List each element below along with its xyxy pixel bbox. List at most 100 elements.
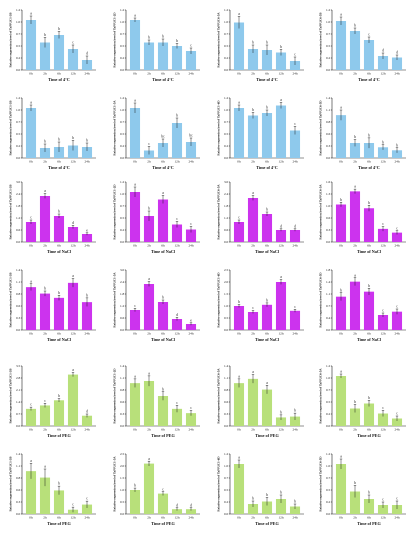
chart-panel: 0.0 0.2 0.5 0.7 1.0 1.2 a 0h b 2h c 6h d 12h d 24h Time … [319,8,406,82]
bar [289,61,301,70]
bar [129,192,141,242]
x-axis-label: Time of NaCl [47,337,72,342]
x-tick-label: 24h [84,428,89,432]
y-tick-label: 0.3 [224,412,229,416]
x-tick-label: 12h [70,244,75,248]
chart-panel: 0.0 0.6 1.2 1.8 2.4 3.0 c 0h a 2h b 6h d 12h d 24h Time … [217,180,304,254]
bar [157,42,169,70]
chart-panel: 0.0 0.3 0.6 0.8 1.1 1.4 a 0h b 2h b 6h a 12h b 24h Time … [9,268,96,342]
y-tick-label: 2.0 [224,280,229,284]
bar [171,319,183,330]
bar [39,148,51,158]
x-tick-label: 6h [367,332,371,336]
x-tick-label: 6h [57,72,61,76]
y-tick-label: 1.0 [224,108,229,112]
x-axis-label: Time of 4°C [152,77,174,82]
x-tick-label: 24h [292,160,297,164]
y-tick-label: 1.5 [120,476,125,480]
y-tick-label: 0.5 [120,44,125,48]
x-axis-label: Time of 4°C [48,77,70,82]
x-axis-label: Time of PEG [357,433,381,438]
significance-letter: a [340,455,342,459]
y-tick-label: 0.0 [326,424,331,428]
significance-letter: b [280,410,282,414]
y-tick-label: 1.1 [16,280,21,284]
x-tick-label: 24h [84,72,89,76]
bar [143,381,155,426]
y-tick-label: 0.2 [16,144,21,148]
significance-letter: a [30,459,32,463]
significance-letter: b [44,140,46,144]
x-tick-label: 12h [380,72,385,76]
x-tick-label: 12h [380,428,385,432]
y-axis-label: Relative expression level of TaPP2C6-5D [319,272,323,328]
y-tick-label: 1.0 [326,464,331,468]
y-tick-label: 1.1 [326,292,331,296]
y-tick-label: 0.7 [120,120,125,124]
y-tick-label: 1.8 [120,292,125,296]
bar [363,208,375,242]
significance-letter: a [354,185,356,189]
x-tick-label: 6h [367,516,371,520]
y-tick-label: 0.0 [224,156,229,160]
significance-letter: c [382,498,384,502]
significance-letter: d [72,221,74,225]
bar [81,504,93,514]
y-tick-label: 1.8 [326,268,331,272]
bar [67,145,79,158]
y-axis-label: Relative expression level of TaPP2C6-5A [217,368,221,424]
x-axis-label: Time of 4°C [48,165,70,170]
significance-letter: b [368,396,370,400]
bar [247,198,259,242]
x-tick-label: 12h [380,160,385,164]
bar [261,389,273,426]
x-tick-label: 0h [29,516,33,520]
y-tick-label: 2.4 [120,280,125,284]
bar [349,31,361,70]
y-tick-label: 0.5 [16,132,21,136]
y-axis-label: Relative expression level of TaPP2C6-5B [319,12,323,68]
y-tick-label: 0.0 [120,424,125,428]
x-tick-label: 2h [251,516,255,520]
x-tick-label: 2h [353,160,357,164]
y-axis-label: Relative expression level of TaPP2C1-3B [9,12,13,68]
bar [39,293,51,330]
bar [363,291,375,330]
significance-letter: b [72,136,74,140]
x-tick-label: 6h [161,428,165,432]
bar [261,50,273,70]
x-tick-label: 0h [339,72,343,76]
significance-letter: d [176,313,178,317]
x-axis-label: Time of PEG [255,433,279,438]
bar [275,105,287,158]
y-axis-label: Relative expression level of TaPP2C1-2D [113,12,117,68]
x-tick-label: 12h [174,516,179,520]
significance-letter: c [396,226,398,230]
y-axis-label: Relative expression level of TaPP2C1-5A [113,272,117,328]
significance-letter: b [266,493,268,497]
y-tick-label: 1.2 [16,8,21,12]
y-tick-label: 1.2 [16,216,21,220]
x-tick-label: 12h [70,160,75,164]
bar [67,49,79,70]
y-tick-label: 0.6 [224,228,229,232]
bar [391,57,403,70]
y-tick-label: 0.6 [326,132,331,136]
bar [247,378,259,426]
significance-letter: bc [161,135,165,139]
bar [25,108,37,158]
x-tick-label: 6h [265,244,269,248]
y-tick-label: 0.2 [120,56,125,60]
y-tick-label: 1.1 [326,108,331,112]
y-axis-label: Relative expression level of TaPP2C6-5D [319,100,323,156]
chart-panel: 0.0 0.2 0.5 0.7 1.0 1.2 a 0h b 2h a 6h c 12h c 24h Time … [113,180,200,254]
bar [377,228,389,242]
y-tick-label: 0.7 [224,120,229,124]
y-tick-label: 0.2 [16,56,21,60]
bar [289,130,301,158]
bar [157,143,169,158]
y-tick-label: 1.0 [120,488,125,492]
x-tick-label: 24h [188,160,193,164]
bar [39,42,51,70]
significance-letter: a [30,279,32,283]
